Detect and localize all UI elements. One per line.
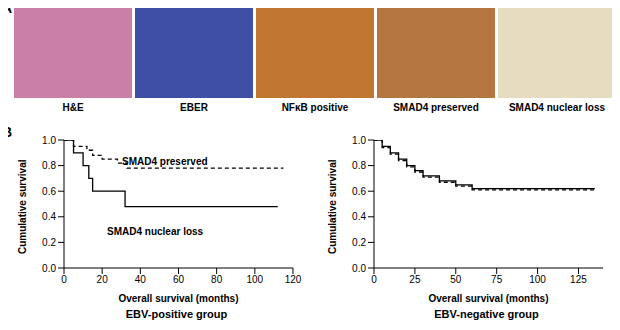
- svg-text:0.4: 0.4: [352, 211, 366, 222]
- svg-text:0.0: 0.0: [352, 263, 366, 274]
- svg-text:80: 80: [211, 274, 223, 285]
- svg-text:120: 120: [285, 274, 302, 285]
- html-text:SMAD4 preserved: SMAD4 preserved: [122, 156, 208, 167]
- svg-text:0: 0: [371, 274, 377, 285]
- svg-text:0.4: 0.4: [42, 211, 56, 222]
- svg-text:100: 100: [529, 274, 546, 285]
- svg-text:40: 40: [135, 274, 147, 285]
- html-text:EBER: EBER: [180, 102, 208, 113]
- html-text:EBV-positive group: EBV-positive group: [125, 308, 228, 320]
- svg-text:0.8: 0.8: [42, 160, 56, 171]
- svg-text:0.2: 0.2: [352, 237, 366, 248]
- svg-text:Overall survival (months): Overall survival (months): [118, 293, 238, 304]
- html-text:H&E: H&E: [62, 102, 84, 113]
- svg-text:0.6: 0.6: [42, 186, 56, 197]
- html-text:A: A: [2, 0, 13, 16]
- svg-text:0.2: 0.2: [42, 237, 56, 248]
- html-text:NFκB positive: NFκB positive: [281, 102, 349, 113]
- svg-text:50: 50: [450, 274, 462, 285]
- svg-text:0.0: 0.0: [42, 263, 56, 274]
- svg-text:Overall survival (months): Overall survival (months): [428, 293, 548, 304]
- html-text:SMAD4 nuclear loss: SMAD4 nuclear loss: [107, 226, 204, 237]
- html-text:EBV-negative group: EBV-negative group: [434, 308, 539, 320]
- svg-text:0.8: 0.8: [352, 160, 366, 171]
- svg-text:0: 0: [61, 274, 67, 285]
- svg-text:25: 25: [409, 274, 421, 285]
- svg-text:1.0: 1.0: [352, 135, 366, 146]
- html-text:SMAD4 nuclear loss: SMAD4 nuclear loss: [508, 102, 606, 113]
- svg-text:Cumulative survival: Cumulative survival: [327, 159, 338, 254]
- svg-text:1.0: 1.0: [42, 135, 56, 146]
- svg-text:75: 75: [491, 274, 503, 285]
- svg-text:125: 125: [570, 274, 587, 285]
- svg-text:0.6: 0.6: [352, 186, 366, 197]
- svg-text:60: 60: [173, 274, 185, 285]
- svg-text:100: 100: [246, 274, 263, 285]
- html-text:SMAD4 preserved: SMAD4 preserved: [393, 102, 479, 113]
- html-text:B: B: [2, 124, 13, 140]
- svg-text:20: 20: [97, 274, 109, 285]
- svg-text:Cumulative survival: Cumulative survival: [17, 159, 28, 254]
